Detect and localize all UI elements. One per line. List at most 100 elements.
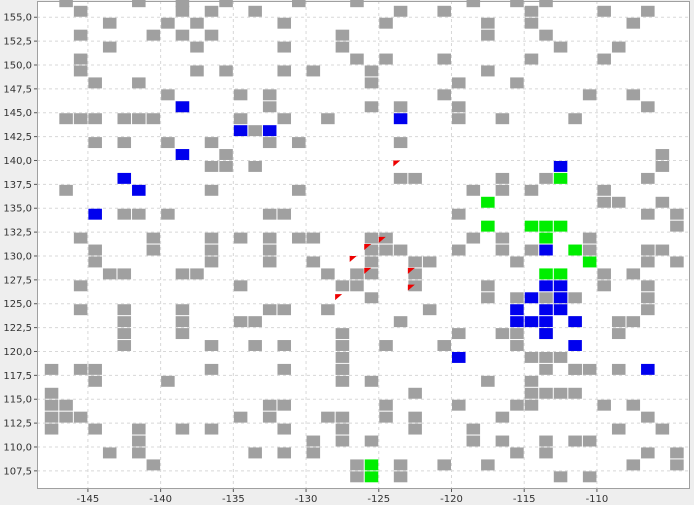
gray-cell[interactable]	[451, 399, 466, 411]
gray-cell[interactable]	[204, 232, 219, 244]
gray-cell[interactable]	[204, 340, 219, 351]
gray-cell[interactable]	[597, 268, 611, 280]
gray-cell[interactable]	[335, 363, 350, 375]
gray-cell[interactable]	[553, 41, 568, 53]
gray-cell[interactable]	[175, 328, 190, 340]
gray-cell[interactable]	[190, 65, 204, 77]
gray-cell[interactable]	[437, 53, 451, 65]
gray-cell[interactable]	[248, 447, 262, 459]
gray-cell[interactable]	[190, 41, 204, 53]
gray-cell[interactable]	[641, 292, 655, 304]
gray-cell[interactable]	[219, 0, 233, 8]
gray-cell[interactable]	[451, 77, 466, 89]
gray-cell[interactable]	[277, 363, 292, 375]
gray-cell[interactable]	[393, 172, 408, 184]
gray-cell[interactable]	[364, 435, 379, 447]
gray-cell[interactable]	[306, 447, 321, 459]
gray-cell[interactable]	[408, 423, 422, 435]
gray-cell[interactable]	[597, 5, 611, 17]
gray-cell[interactable]	[262, 89, 277, 101]
gray-cell[interactable]	[364, 244, 379, 256]
gray-cell[interactable]	[524, 53, 539, 65]
red-marker[interactable]	[364, 244, 372, 251]
gray-cell[interactable]	[539, 172, 553, 184]
gray-cell[interactable]	[379, 17, 393, 29]
gray-cell[interactable]	[277, 340, 292, 351]
gray-cell[interactable]	[641, 101, 655, 113]
gray-cell[interactable]	[335, 280, 350, 292]
gray-cell[interactable]	[466, 184, 481, 196]
gray-cell[interactable]	[321, 304, 335, 316]
gray-cell[interactable]	[262, 256, 277, 268]
gray-cell[interactable]	[611, 41, 626, 53]
gray-cell[interactable]	[364, 292, 379, 304]
gray-cell[interactable]	[175, 316, 190, 328]
gray-cell[interactable]	[393, 5, 408, 17]
gray-cell[interactable]	[481, 17, 495, 29]
gray-cell[interactable]	[611, 196, 626, 208]
gray-cell[interactable]	[611, 316, 626, 328]
gray-cell[interactable]	[655, 423, 670, 435]
gray-cell[interactable]	[655, 149, 670, 160]
gray-cell[interactable]	[175, 29, 190, 41]
gray-cell[interactable]	[481, 65, 495, 77]
gray-cell[interactable]	[422, 304, 437, 316]
gray-cell[interactable]	[466, 0, 481, 8]
gray-cell[interactable]	[626, 17, 641, 29]
gray-cell[interactable]	[597, 399, 611, 411]
gray-cell[interactable]	[306, 65, 321, 77]
gray-cell[interactable]	[262, 232, 277, 244]
gray-cell[interactable]	[335, 435, 350, 447]
gray-cell[interactable]	[204, 363, 219, 375]
blue-cell[interactable]	[88, 208, 102, 220]
gray-cell[interactable]	[88, 244, 102, 256]
gray-cell[interactable]	[292, 137, 306, 149]
gray-cell[interactable]	[44, 387, 59, 399]
gray-cell[interactable]	[597, 53, 611, 65]
blue-cell[interactable]	[117, 172, 132, 184]
green-cell[interactable]	[553, 172, 568, 184]
gray-cell[interactable]	[408, 256, 422, 268]
gray-cell[interactable]	[364, 375, 379, 387]
red-marker[interactable]	[378, 236, 386, 243]
gray-cell[interactable]	[524, 399, 539, 411]
gray-cell[interactable]	[233, 232, 248, 244]
gray-cell[interactable]	[393, 471, 408, 483]
gray-cell[interactable]	[88, 423, 102, 435]
gray-cell[interactable]	[175, 5, 190, 17]
gray-cell[interactable]	[277, 304, 292, 316]
gray-cell[interactable]	[248, 5, 262, 17]
gray-cell[interactable]	[350, 0, 364, 8]
gray-cell[interactable]	[262, 411, 277, 423]
gray-cell[interactable]	[655, 160, 670, 172]
gray-cell[interactable]	[611, 328, 626, 340]
gray-cell[interactable]	[73, 411, 88, 423]
gray-cell[interactable]	[59, 0, 73, 8]
gray-cell[interactable]	[568, 435, 582, 447]
gray-cell[interactable]	[582, 89, 597, 101]
gray-cell[interactable]	[495, 172, 510, 184]
gray-cell[interactable]	[262, 304, 277, 316]
gray-cell[interactable]	[262, 208, 277, 220]
gray-cell[interactable]	[335, 411, 350, 423]
gray-cell[interactable]	[626, 459, 641, 471]
gray-cell[interactable]	[73, 53, 88, 65]
gray-cell[interactable]	[262, 101, 277, 113]
gray-cell[interactable]	[292, 184, 306, 196]
gray-cell[interactable]	[204, 256, 219, 268]
gray-cell[interactable]	[73, 232, 88, 244]
gray-cell[interactable]	[117, 304, 132, 316]
gray-cell[interactable]	[73, 304, 88, 316]
gray-cell[interactable]	[59, 184, 73, 196]
gray-cell[interactable]	[582, 363, 597, 375]
gray-cell[interactable]	[262, 399, 277, 411]
green-cell[interactable]	[364, 459, 379, 471]
gray-cell[interactable]	[364, 77, 379, 89]
gray-cell[interactable]	[117, 268, 132, 280]
gray-cell[interactable]	[88, 113, 102, 125]
gray-cell[interactable]	[481, 459, 495, 471]
gray-cell[interactable]	[393, 316, 408, 328]
gray-cell[interactable]	[379, 340, 393, 351]
gray-cell[interactable]	[277, 65, 292, 77]
gray-cell[interactable]	[233, 280, 248, 292]
